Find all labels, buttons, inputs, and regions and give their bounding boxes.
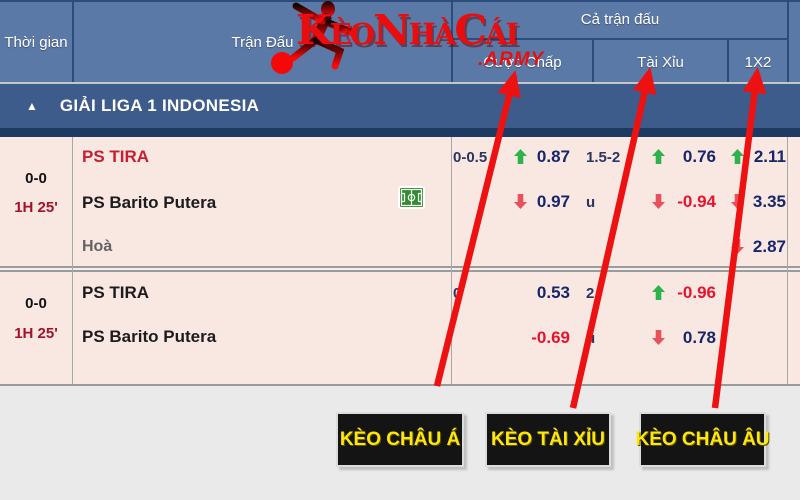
- odds-down-arrow-icon: [514, 194, 527, 209]
- divider: [451, 0, 453, 84]
- league-header-row[interactable]: ▲ GIẢI LIGA 1 INDONESIA: [0, 84, 800, 128]
- handicap-away-odds[interactable]: 0.97: [536, 192, 570, 211]
- odds-up-arrow-icon: [652, 149, 665, 164]
- odds-up-arrow-icon: [652, 285, 665, 300]
- under-line-label: u: [586, 194, 596, 211]
- under-odds[interactable]: -0.94: [677, 192, 716, 211]
- under-line-label: u: [586, 330, 596, 347]
- header-1x2-column: 1X2: [744, 53, 772, 71]
- header-match-column: Trận Đấu: [231, 33, 294, 51]
- asian-handicap-label-text: KÈO CHÂU Á: [339, 428, 461, 450]
- match-elapsed-time: 1H 25': [14, 199, 58, 216]
- collapse-triangle-icon: ▲: [26, 99, 38, 113]
- away-team-name: PS Barito Putera: [82, 193, 217, 212]
- handicap-home-odds[interactable]: 0.87: [536, 147, 570, 166]
- over-under-line: 2: [586, 285, 595, 302]
- away-team-name: PS Barito Putera: [82, 327, 217, 346]
- header-time-column: Thời gian: [4, 33, 68, 51]
- asian-handicap-label: KÈO CHÂU Á: [336, 412, 464, 467]
- home-team-name: PS TIRA: [82, 147, 150, 166]
- handicap-line: 0-0.5: [453, 149, 488, 166]
- match-elapsed-time: 1H 25': [14, 325, 58, 342]
- under-odds[interactable]: 0.78: [682, 328, 716, 347]
- header-full-match: Cả trận đấu: [580, 10, 660, 28]
- european-odds-label-text: KÈO CHÂU ÂU: [635, 428, 770, 450]
- table-bottom-border: [0, 384, 800, 386]
- european-odds-label: KÈO CHÂU ÂU: [635, 412, 770, 467]
- table-header: [0, 0, 800, 84]
- match-score: 0-0: [25, 295, 47, 312]
- divider: [727, 38, 729, 84]
- header-handicap-column: Cược Chấp: [483, 53, 562, 71]
- live-pitch-icon[interactable]: [398, 186, 425, 209]
- over-under-label: KÈO TÀI XỈU: [485, 412, 611, 467]
- odds-up-arrow-icon: [514, 149, 527, 164]
- match-score: 0-0: [25, 170, 47, 187]
- handicap-home-odds[interactable]: 0.53: [536, 283, 570, 302]
- over-odds[interactable]: -0.96: [677, 283, 716, 302]
- row-separator: [0, 266, 800, 272]
- header-over-under-column: Tài Xỉu: [637, 53, 684, 71]
- league-title: GIẢI LIGA 1 INDONESIA: [59, 96, 260, 115]
- odds-down-arrow-icon: [652, 194, 665, 209]
- draw-row-label: Hoà: [82, 238, 113, 255]
- match-row: [0, 272, 800, 384]
- divider: [787, 0, 789, 84]
- divider: [592, 38, 594, 84]
- over-under-line: 1.5-2: [586, 149, 621, 166]
- divider: [0, 0, 800, 2]
- divider: [72, 137, 73, 384]
- handicap-away-odds[interactable]: -0.69: [531, 328, 570, 347]
- handicap-line: 0: [453, 285, 462, 302]
- over-under-label-text: KÈO TÀI XỈU: [490, 428, 605, 450]
- 1x2-draw-odds[interactable]: 2.87: [752, 237, 786, 256]
- divider: [452, 38, 789, 40]
- home-team-name: PS TIRA: [82, 283, 150, 302]
- divider: [0, 82, 800, 84]
- divider: [72, 0, 74, 84]
- odds-down-arrow-icon: [652, 330, 665, 345]
- 1x2-home-odds[interactable]: 2.11: [753, 147, 786, 166]
- league-stripe: [0, 128, 800, 137]
- 1x2-away-odds[interactable]: 3.35: [752, 192, 786, 211]
- over-odds[interactable]: 0.76: [682, 147, 716, 166]
- divider: [451, 137, 452, 384]
- divider: [787, 137, 788, 384]
